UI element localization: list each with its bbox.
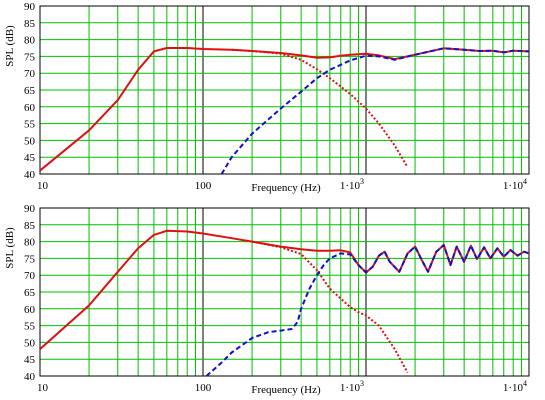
x-tick-label: 1·104 [503, 379, 527, 394]
x-tick-label: 100 [195, 180, 212, 192]
y-tick-label: 45 [24, 354, 36, 366]
x-tick-label: 1·103 [340, 177, 364, 192]
y-tick-label: 75 [24, 253, 36, 265]
chart-panel-2: 40 45 50 55 60 65 70 75 80 85 90 10 100 1·103 1·104 Fre… [4, 203, 530, 396]
y-tick-label: 85 [24, 220, 36, 232]
y-tick-label: 70 [24, 270, 36, 282]
series-line-red-solid [40, 47, 529, 172]
series-line-red-solid [40, 229, 529, 350]
x-tick-label: 10 [37, 382, 49, 394]
x-axis-title: Frequency (Hz) [251, 182, 321, 194]
y-axis-title: SPL (dB) [4, 25, 16, 67]
y-tick-label: 70 [24, 68, 36, 80]
x-tick-label: 1·104 [503, 177, 527, 192]
y-tick-label: 40 [24, 371, 36, 383]
y-tick-label: 90 [24, 1, 36, 13]
chart-panel-1: 40 45 50 55 60 65 70 75 80 85 90 10 100 1·103 1·104 Fre… [4, 1, 530, 194]
y-tick-label: 45 [24, 152, 36, 164]
y-tick-label: 50 [24, 135, 36, 147]
series-line-blue-dashed [205, 244, 529, 376]
series-line-blue-dashed [220, 47, 529, 174]
y-tick-label: 55 [24, 119, 36, 131]
y-tick-label: 90 [24, 203, 36, 215]
y-tick-label: 85 [24, 18, 36, 30]
x-tick-label: 100 [195, 382, 212, 394]
y-tick-label: 75 [24, 51, 36, 63]
y-tick-label: 80 [24, 237, 36, 249]
x-tick-label: 10 [37, 180, 49, 192]
y-tick-label: 50 [24, 337, 36, 349]
y-axis-title: SPL (dB) [4, 227, 16, 269]
series-line-red-dotted [251, 240, 409, 374]
plot-frame [39, 5, 530, 175]
y-tick-label: 60 [24, 304, 36, 316]
y-tick-label: 80 [24, 35, 36, 47]
x-axis-title: Frequency (Hz) [251, 384, 321, 396]
plot-frame [39, 207, 530, 377]
y-tick-label: 55 [24, 321, 36, 333]
y-tick-label: 65 [24, 85, 36, 97]
series-line-red-dotted [231, 48, 409, 168]
y-tick-label: 40 [24, 169, 36, 181]
x-tick-label: 1·103 [340, 379, 364, 394]
series-group [40, 229, 529, 376]
y-tick-label: 60 [24, 102, 36, 114]
y-tick-label: 65 [24, 287, 36, 299]
series-group [40, 47, 529, 174]
